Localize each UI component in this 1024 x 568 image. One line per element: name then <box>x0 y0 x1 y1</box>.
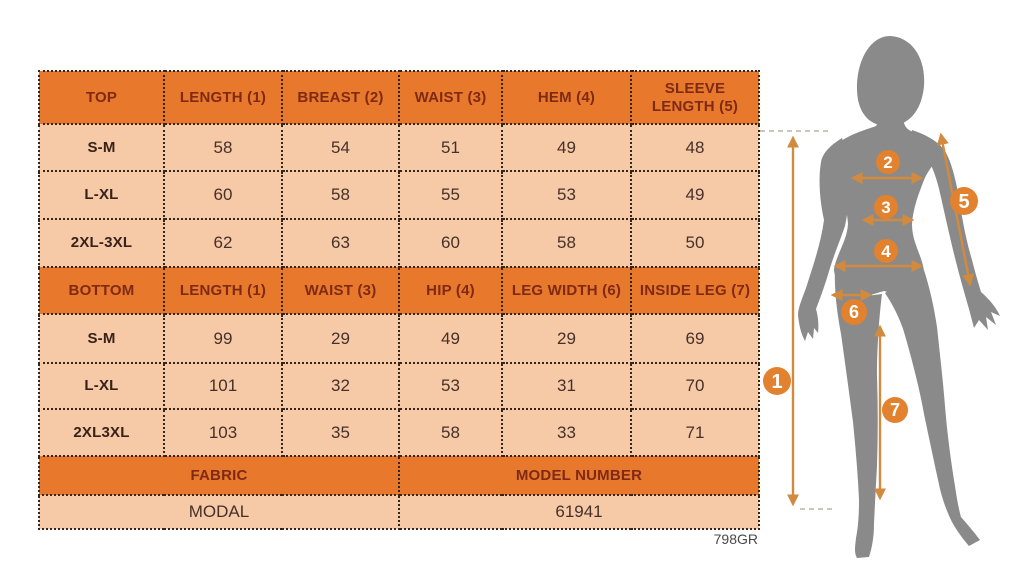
marker-4-label: 4 <box>881 242 891 261</box>
measurement-value: 49 <box>501 123 632 172</box>
measurement-value: 35 <box>281 408 400 457</box>
column-header: BREAST (2) <box>281 70 400 125</box>
marker-6-label: 6 <box>849 302 859 322</box>
measurement-value: 58 <box>501 218 632 268</box>
size-label: 2XL-3XL <box>38 218 165 268</box>
watermark-code: 798GR <box>713 531 758 547</box>
table-row: 2XL-3XL 62 63 60 58 50 <box>38 218 760 268</box>
marker-2: 2 <box>876 150 900 174</box>
measurement-value: 71 <box>630 408 760 457</box>
measurement-value: 60 <box>163 170 283 220</box>
size-label: L-XL <box>38 170 165 220</box>
measurement-value: 58 <box>163 123 283 172</box>
column-header: HIP (4) <box>398 266 503 315</box>
body-measurement-diagram: 1 2 3 4 5 6 7 <box>760 0 1024 568</box>
size-chart-table: TOP LENGTH (1) BREAST (2) WAIST (3) HEM … <box>38 70 760 530</box>
size-label: S-M <box>38 313 165 364</box>
size-label: L-XL <box>38 362 165 410</box>
measurement-value: 48 <box>630 123 760 172</box>
column-header: LENGTH (1) <box>163 266 283 315</box>
marker-3-label: 3 <box>881 198 890 217</box>
table-row: L-XL 60 58 55 53 49 <box>38 170 760 220</box>
measurement-value: 53 <box>398 362 503 410</box>
marker-3: 3 <box>874 195 898 219</box>
table-row: FABRIC MODEL NUMBER <box>38 455 760 496</box>
measurement-value: 29 <box>501 313 632 364</box>
fabric-value: MODAL <box>38 494 400 530</box>
column-header: WAIST (3) <box>398 70 503 125</box>
marker-1: 1 <box>763 367 791 395</box>
marker-5: 5 <box>950 187 978 215</box>
fabric-header: FABRIC <box>38 455 400 496</box>
measurement-value: 29 <box>281 313 400 364</box>
measurement-value: 63 <box>281 218 400 268</box>
figure-svg: 1 2 3 4 5 6 7 <box>760 36 1000 558</box>
female-silhouette-icon <box>798 36 1000 558</box>
measurement-value: 32 <box>281 362 400 410</box>
bottom-section-title: BOTTOM <box>38 266 165 315</box>
marker-7: 7 <box>882 397 908 423</box>
model-number-header: MODEL NUMBER <box>398 455 760 496</box>
measurement-value: 58 <box>281 170 400 220</box>
measurement-value: 101 <box>163 362 283 410</box>
measurement-value: 53 <box>501 170 632 220</box>
column-header: WAIST (3) <box>281 266 400 315</box>
measurement-value: 70 <box>630 362 760 410</box>
table-row: L-XL 101 32 53 31 70 <box>38 362 760 410</box>
marker-6: 6 <box>841 299 867 325</box>
measurement-value: 49 <box>630 170 760 220</box>
measurement-value: 62 <box>163 218 283 268</box>
marker-4: 4 <box>874 239 898 263</box>
column-header: SLEEVE LENGTH (5) <box>630 70 760 125</box>
measurement-value: 33 <box>501 408 632 457</box>
table-row: 2XL3XL 103 35 58 33 71 <box>38 408 760 457</box>
top-section-title: TOP <box>38 70 165 125</box>
marker-7-label: 7 <box>890 400 900 420</box>
measurement-value: 69 <box>630 313 760 364</box>
column-header: LENGTH (1) <box>163 70 283 125</box>
column-header: INSIDE LEG (7) <box>630 266 760 315</box>
marker-2-label: 2 <box>883 153 892 172</box>
measurement-value: 54 <box>281 123 400 172</box>
measurement-value: 51 <box>398 123 503 172</box>
column-header: LEG WIDTH (6) <box>501 266 632 315</box>
measurement-value: 58 <box>398 408 503 457</box>
table-row: MODAL 61941 <box>38 494 760 530</box>
measurement-value: 49 <box>398 313 503 364</box>
table-row: BOTTOM LENGTH (1) WAIST (3) HIP (4) LEG … <box>38 266 760 315</box>
measurement-value: 99 <box>163 313 283 364</box>
measurement-value: 50 <box>630 218 760 268</box>
table-row: S-M 99 29 49 29 69 <box>38 313 760 364</box>
column-header: HEM (4) <box>501 70 632 125</box>
measurement-value: 103 <box>163 408 283 457</box>
marker-1-label: 1 <box>771 371 782 393</box>
table-row: TOP LENGTH (1) BREAST (2) WAIST (3) HEM … <box>38 70 760 125</box>
model-number-value: 61941 <box>398 494 760 530</box>
measurement-value: 60 <box>398 218 503 268</box>
size-label: 2XL3XL <box>38 408 165 457</box>
measurement-value: 55 <box>398 170 503 220</box>
table-row: S-M 58 54 51 49 48 <box>38 123 760 172</box>
measurement-value: 31 <box>501 362 632 410</box>
marker-5-label: 5 <box>958 191 969 213</box>
size-label: S-M <box>38 123 165 172</box>
